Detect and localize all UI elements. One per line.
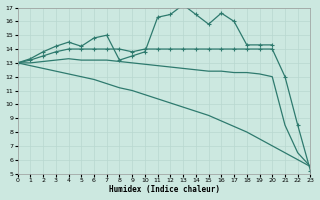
X-axis label: Humidex (Indice chaleur): Humidex (Indice chaleur): [108, 185, 220, 194]
